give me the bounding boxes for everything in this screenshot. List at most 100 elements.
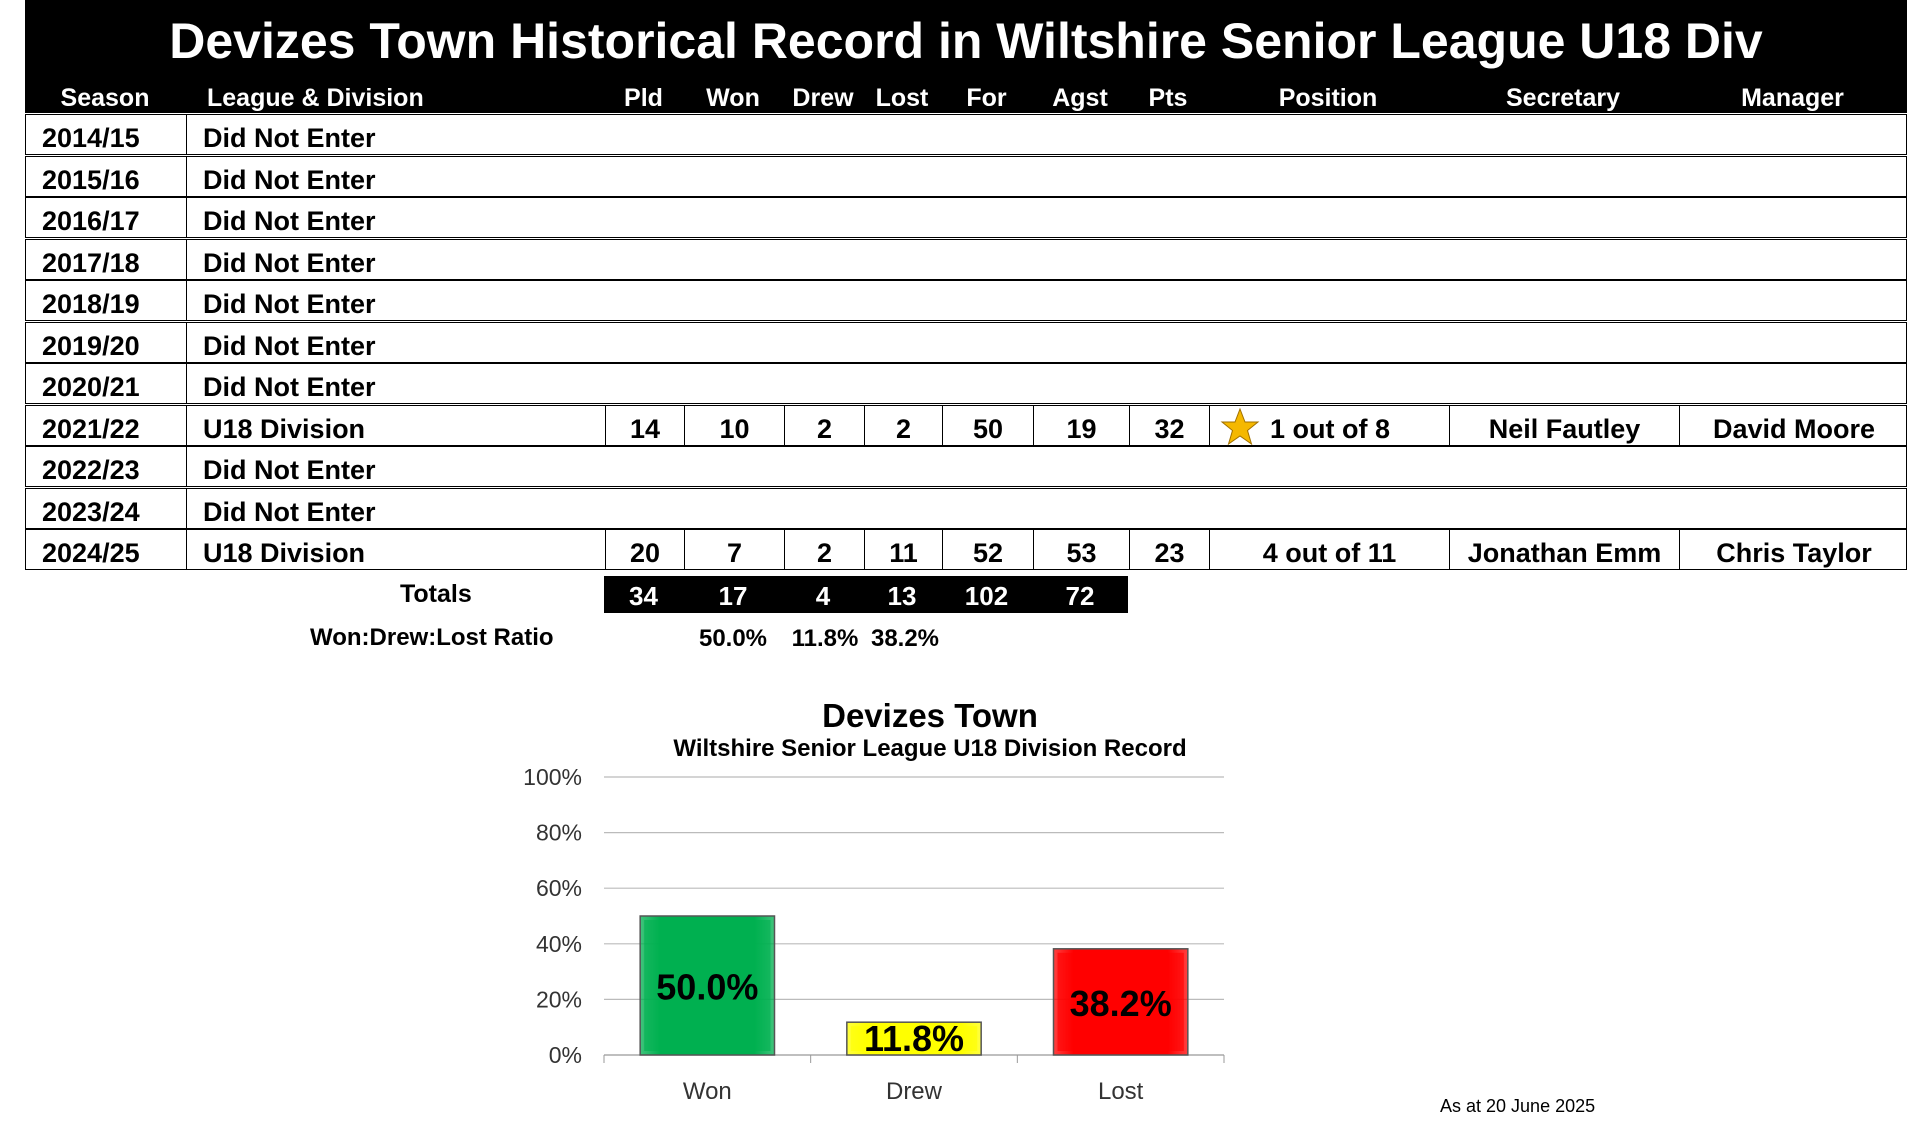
title-bar <box>25 0 1907 113</box>
header-lost: Lost <box>875 84 929 112</box>
star-icon <box>1220 407 1260 446</box>
header-season: Season <box>60 84 150 112</box>
cell-league: Did Not Enter <box>186 157 1908 196</box>
cell-secretary: Neil Fautley <box>1449 406 1679 445</box>
cell-pld: 20 <box>605 530 684 569</box>
cell-season: 2021/22 <box>42 414 140 444</box>
cell-season: 2019/20 <box>42 331 140 361</box>
cell-season: 2022/23 <box>42 455 140 485</box>
cell-drew: 2 <box>784 530 864 569</box>
cell-season: 2016/17 <box>42 206 140 236</box>
table-row: 2017/18 Did Not Enter <box>25 239 1907 280</box>
table-row: 2015/16 Did Not Enter <box>25 156 1907 197</box>
header-agst: Agst <box>1052 84 1108 112</box>
cell-season: 2014/15 <box>42 123 140 153</box>
table-row: 2021/22 U18 Division 14 10 2 2 50 19 32 1 out of … <box>25 405 1907 446</box>
cell-season: 2015/16 <box>42 165 140 195</box>
cell-league: U18 Division <box>186 406 605 445</box>
cell-league: Did Not Enter <box>186 489 1908 528</box>
cell-for: 52 <box>942 530 1033 569</box>
cell-for: 50 <box>942 406 1033 445</box>
cell-league: Did Not Enter <box>186 198 1908 237</box>
header-for: For <box>966 84 1007 112</box>
data-label: 38.2% <box>1070 983 1172 1024</box>
ratio-won: 50.0% <box>698 625 768 652</box>
ratio-drew: 11.8% <box>791 625 859 652</box>
table-row: 2024/25 U18 Division 20 7 2 11 52 53 23 4 out of … <box>25 529 1907 570</box>
category-label: Lost <box>1098 1078 1144 1105</box>
total-pld: 34 <box>604 576 683 613</box>
cell-pts: 32 <box>1129 406 1209 445</box>
header-pts: Pts <box>1148 84 1188 112</box>
table-row: 2019/20 Did Not Enter <box>25 322 1907 363</box>
table-row: 2020/21 Did Not Enter <box>25 363 1907 404</box>
cell-league: Did Not Enter <box>186 364 1908 403</box>
cell-drew: 2 <box>784 406 864 445</box>
cell-agst: 19 <box>1033 406 1129 445</box>
cell-manager: David Moore <box>1679 406 1908 445</box>
ratio-chart: 0% 20% 40% 60% 80% 100% 50.0% Won 11.8% Drew 38.2%… <box>523 765 1225 1105</box>
header-manager: Manager <box>1741 84 1844 112</box>
cell-season: 2018/19 <box>42 289 140 319</box>
cell-pld: 14 <box>605 406 684 445</box>
cell-season: 2023/24 <box>42 497 140 527</box>
cell-manager: Chris Taylor <box>1679 530 1908 569</box>
total-drew: 4 <box>783 576 863 613</box>
total-agst: 72 <box>1032 576 1128 613</box>
total-lost: 13 <box>863 576 941 613</box>
header-position: Position <box>1278 84 1378 112</box>
cell-league: Did Not Enter <box>186 323 1908 362</box>
y-tick-label: 80% <box>536 820 582 846</box>
cell-secretary: Jonathan Emm <box>1449 530 1679 569</box>
header-league: League & Division <box>207 84 424 112</box>
y-tick-label: 0% <box>549 1042 582 1068</box>
table-row: 2014/15 Did Not Enter <box>25 114 1907 155</box>
cell-season: 2024/25 <box>42 538 140 568</box>
y-tick-label: 60% <box>536 875 582 901</box>
y-tick-label: 40% <box>536 931 582 957</box>
y-tick-label: 100% <box>523 765 582 790</box>
ratio-lost: 38.2% <box>870 625 940 652</box>
cell-season: 2020/21 <box>42 372 140 402</box>
bar-inner-lost <box>1057 952 1184 1051</box>
cell-won: 10 <box>684 406 784 445</box>
cell-league: U18 Division <box>186 530 605 569</box>
page-title: Devizes Town Historical Record in Wiltsh… <box>169 13 1763 69</box>
cell-pts: 23 <box>1129 530 1209 569</box>
table-row: 2022/23 Did Not Enter <box>25 446 1907 487</box>
table-row: 2016/17 Did Not Enter <box>25 197 1907 238</box>
position-text: 1 out of 8 <box>1270 414 1390 444</box>
total-for: 102 <box>941 576 1032 613</box>
category-label: Drew <box>886 1078 943 1105</box>
chart-title: Devizes Town <box>822 697 1038 734</box>
header-drew: Drew <box>792 84 854 112</box>
totals-label: Totals <box>400 580 472 608</box>
y-tick-label: 20% <box>536 986 582 1012</box>
as-at-date: As at 20 June 2025 <box>1440 1096 1596 1116</box>
cell-lost: 2 <box>864 406 942 445</box>
cell-league: Did Not Enter <box>186 240 1908 279</box>
table-row: 2018/19 Did Not Enter <box>25 280 1907 321</box>
ratio-label: Won:Drew:Lost Ratio <box>310 624 554 651</box>
cell-position: 1 out of 8 <box>1209 406 1449 446</box>
cell-season: 2017/18 <box>42 248 140 278</box>
cell-agst: 53 <box>1033 530 1129 569</box>
header-secretary: Secretary <box>1506 84 1620 112</box>
chart-subtitle: Wiltshire Senior League U18 Division Rec… <box>673 735 1187 762</box>
bar-inner-won <box>644 920 771 1051</box>
cell-position: 4 out of 11 <box>1209 530 1449 569</box>
cell-won: 7 <box>684 530 784 569</box>
cell-league: Did Not Enter <box>186 115 1908 154</box>
cell-lost: 11 <box>864 530 942 569</box>
total-won: 17 <box>683 576 783 613</box>
data-label: 50.0% <box>656 967 758 1008</box>
header-pld: Pld <box>624 84 663 112</box>
category-label: Won <box>683 1078 732 1105</box>
table-row: 2023/24 Did Not Enter <box>25 488 1907 529</box>
header-won: Won <box>706 84 760 112</box>
data-label: 11.8% <box>864 1018 964 1059</box>
bar-inner-drew <box>850 1026 978 1051</box>
cell-league: Did Not Enter <box>186 447 1908 486</box>
cell-league: Did Not Enter <box>186 281 1908 320</box>
